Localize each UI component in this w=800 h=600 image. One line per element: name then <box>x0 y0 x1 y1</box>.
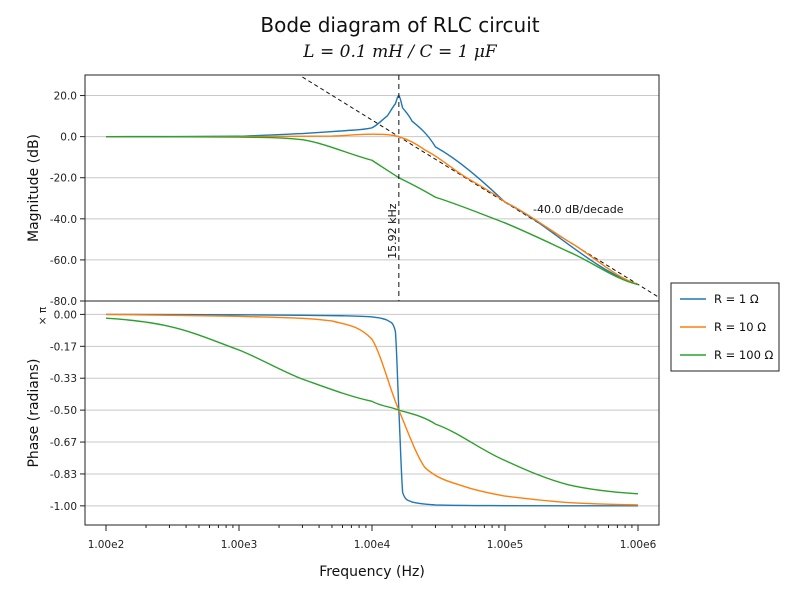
magnitude-plot-frame <box>84 74 660 302</box>
magnitude-y-tick-label: 20.0 <box>54 91 77 103</box>
asymptote-slope-label: -40.0 dB/decade <box>533 203 624 216</box>
legend: R = 1 Ω R = 10 Ω R = 100 Ω <box>670 282 780 372</box>
magnitude-y-tick-label: 0.0 <box>60 132 77 144</box>
phase-y-tick-label: -0.67 <box>50 437 77 449</box>
legend-label-r10-ohm: R = 10 Ω <box>714 320 766 334</box>
magnitude-y-tick-label: -80.0 <box>50 296 77 308</box>
phase-y-tick-label: -0.17 <box>50 341 77 353</box>
x-tick-label: 1.00e6 <box>620 539 657 551</box>
legend-label-r100-ohm: R = 100 Ω <box>714 348 774 362</box>
x-tick-label: 1.00e5 <box>487 539 524 551</box>
x-axis-label: Frequency (Hz) <box>319 564 425 580</box>
chart-subtitle: L = 0.1 mH / C = 1 μF <box>302 42 498 62</box>
phase-y-tick-label: -0.50 <box>50 405 77 417</box>
x-tick-label: 1.00e4 <box>354 539 391 551</box>
phase-line-r10-ohm <box>105 313 639 506</box>
magnitude-y-axis-label: Magnitude (dB) <box>26 134 42 242</box>
resonance-frequency-label: 15.92 kHz <box>386 203 399 259</box>
phase-line-r1-ohm <box>105 313 639 507</box>
phase-y-tick-label: -0.33 <box>50 373 77 385</box>
x-tick-label: 1.00e3 <box>221 539 258 551</box>
magnitude-y-tick-label: -20.0 <box>50 173 77 185</box>
magnitude-line-r1-ohm <box>105 94 639 286</box>
phase-y-tick-label: -0.83 <box>50 469 77 481</box>
phase-plot-frame <box>84 300 660 526</box>
asymptote-line <box>302 76 660 298</box>
phase-y-axis-label: Phase (radians) <box>26 358 42 467</box>
magnitude-y-tick-label: -40.0 <box>50 214 77 226</box>
magnitude-line-r100-ohm <box>105 135 639 286</box>
magnitude-y-tick-label: -60.0 <box>50 255 77 267</box>
legend-label-r1-ohm: R = 1 Ω <box>714 292 759 306</box>
magnitude-panel: 20.0 0.0 -20.0 -40.0 -60.0 -80.0 Magnitude (d… <box>26 74 660 308</box>
x-tick-label: 1.00e2 <box>88 539 125 551</box>
phase-panel: 0.00 -0.17 -0.33 -0.50 -0.67 -0.83 -1.00 Phase… <box>26 300 660 526</box>
phase-y-tick-label: -1.00 <box>50 501 77 513</box>
phase-y-tick-label: 0.00 <box>54 309 77 321</box>
chart-title: Bode diagram of RLC circuit <box>260 13 539 37</box>
phase-line-r100-ohm <box>105 317 639 495</box>
phase-unit-label: × π <box>37 306 49 325</box>
